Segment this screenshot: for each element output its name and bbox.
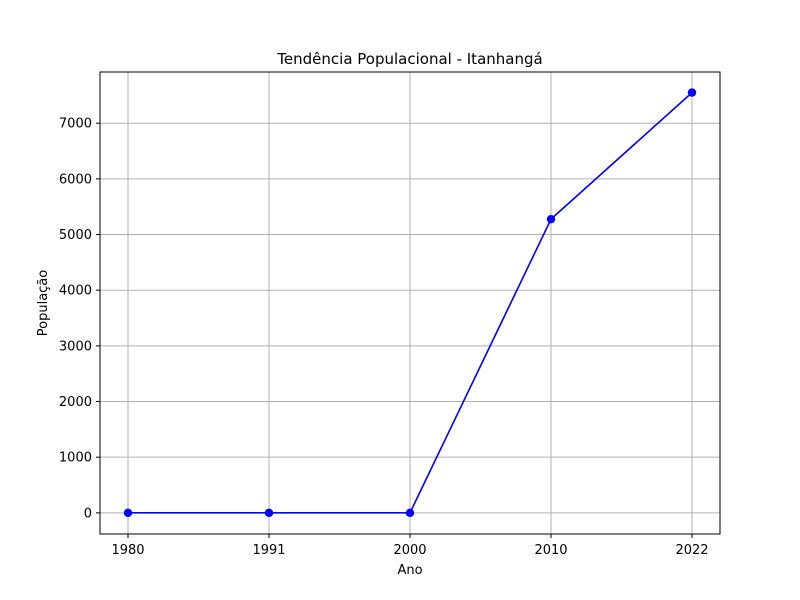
- y-tick-label: 4000: [59, 284, 92, 299]
- data-point: [687, 88, 697, 97]
- y-tick-label: 0: [84, 506, 92, 521]
- data-point: [546, 214, 556, 224]
- x-axis-label: Ano: [397, 563, 422, 578]
- data-point: [123, 508, 133, 518]
- data-point: [405, 508, 415, 518]
- y-tick-label: 2000: [59, 395, 92, 410]
- y-tick-label: 3000: [59, 339, 92, 354]
- x-tick-label: 2010: [534, 543, 567, 558]
- data-point: [264, 508, 274, 518]
- chart-title: Tendência Populacional - Itanhangá: [276, 50, 542, 68]
- y-tick-label: 6000: [59, 172, 92, 187]
- y-axis-label: População: [36, 270, 51, 337]
- x-tick-label: 2022: [675, 543, 708, 558]
- x-tick-label: 2000: [393, 543, 426, 558]
- x-tick-label: 1980: [111, 543, 144, 558]
- y-tick-label: 1000: [59, 451, 92, 466]
- y-tick-label: 5000: [59, 228, 92, 243]
- series-line-group: [123, 88, 697, 518]
- x-axis-ticks: 1980 1991 2000 2010 2022: [111, 534, 709, 558]
- y-axis-ticks: 0 1000 2000 3000 4000 5000 6000 7000: [59, 117, 100, 521]
- y-tick-label: 7000: [59, 117, 92, 132]
- x-tick-label: 1991: [252, 543, 285, 558]
